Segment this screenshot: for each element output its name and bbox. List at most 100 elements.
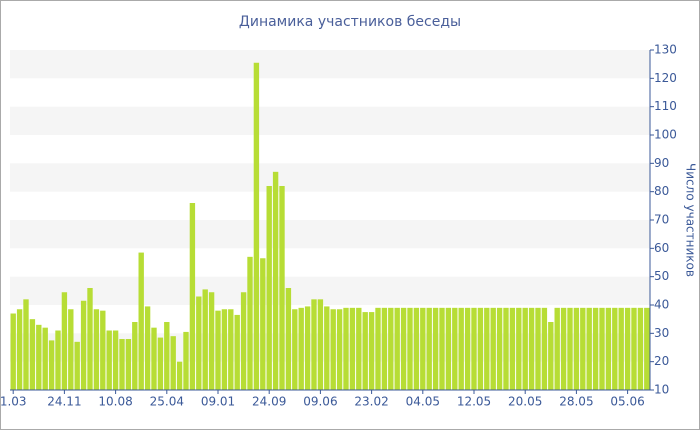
bar: [516, 307, 522, 390]
y-tick-label: 120: [654, 71, 677, 85]
bar: [29, 319, 36, 390]
bar: [400, 307, 407, 390]
bar: [599, 307, 605, 390]
bar: [176, 361, 183, 390]
bar: [528, 307, 535, 390]
y-tick-label: 130: [654, 43, 677, 57]
bar: [16, 309, 23, 390]
bar: [298, 307, 304, 390]
bar: [336, 309, 343, 390]
y-tick-label: 80: [654, 184, 669, 198]
bar: [509, 307, 516, 390]
bar: [612, 307, 618, 390]
bar: [560, 307, 567, 390]
bar: [586, 307, 592, 390]
bar: [573, 307, 580, 390]
x-tick-label: 25.04: [150, 395, 184, 409]
bar: [208, 292, 215, 390]
bar: [119, 339, 125, 390]
bar: [490, 307, 496, 390]
bar: [55, 330, 61, 390]
bar: [292, 309, 298, 390]
bar: [388, 307, 394, 390]
bar: [93, 309, 100, 390]
bar: [592, 307, 599, 390]
x-tick-label: 12.05: [457, 395, 491, 409]
bar: [260, 258, 266, 390]
y-tick-label: 70: [654, 213, 669, 227]
bar: [445, 307, 452, 390]
x-tick-label: 23.02: [354, 395, 388, 409]
bar: [170, 336, 176, 390]
bar: [420, 307, 426, 390]
bar: [362, 312, 368, 390]
bar: [23, 299, 29, 390]
grid-band: [10, 220, 650, 249]
bar: [189, 203, 196, 390]
y-tick-label: 60: [654, 241, 669, 255]
bar: [381, 307, 388, 390]
bar: [413, 307, 420, 390]
x-tick-label: 20.05: [508, 395, 542, 409]
bar: [68, 309, 74, 390]
bar: [151, 327, 157, 390]
bar: [253, 62, 260, 390]
y-tick-label: 20: [654, 354, 669, 368]
bar: [10, 313, 16, 390]
bar: [87, 288, 93, 390]
y-tick-label: 110: [654, 99, 677, 113]
x-tick-label: 09.01: [201, 395, 235, 409]
bar: [368, 312, 375, 390]
bar: [484, 307, 490, 390]
bar: [535, 307, 541, 390]
grid-band: [10, 276, 650, 305]
bar: [471, 307, 477, 390]
bar: [349, 307, 356, 390]
bar: [36, 324, 42, 390]
bar: [132, 322, 138, 390]
y-axis-title: Число участников: [684, 163, 698, 277]
bar: [554, 307, 560, 390]
bar: [464, 307, 471, 390]
x-tick-label: 10.08: [98, 395, 132, 409]
bar: [324, 306, 330, 390]
x-tick-label: 1.03: [0, 395, 27, 409]
bar: [330, 309, 336, 390]
bar: [157, 337, 164, 390]
bar: [240, 292, 247, 390]
x-tick-label: 09.06: [303, 395, 337, 409]
x-tick-label: 28.05: [559, 395, 593, 409]
bar: [503, 307, 509, 390]
chart-title: Динамика участников беседы: [239, 14, 461, 30]
bar: [496, 307, 503, 390]
bar: [144, 306, 151, 390]
bar: [317, 299, 324, 390]
bar: [234, 314, 240, 390]
bar: [164, 322, 170, 390]
bar: [458, 307, 464, 390]
bar: [266, 186, 272, 390]
bar: [196, 296, 202, 390]
bar: [580, 307, 586, 390]
grid-band: [10, 333, 650, 362]
bar: [106, 330, 112, 390]
x-tick-label: 04.05: [406, 395, 440, 409]
bar: [637, 307, 644, 390]
y-tick-label: 30: [654, 326, 669, 340]
grid-band: [10, 106, 650, 135]
bar: [541, 307, 548, 390]
y-tick-label: 40: [654, 298, 669, 312]
bar: [311, 299, 317, 390]
y-tick-label: 90: [654, 156, 669, 170]
bar: [285, 288, 292, 390]
grid-band: [10, 50, 650, 79]
x-tick-label: 05.06: [610, 395, 644, 409]
bar: [228, 309, 234, 390]
bar: [80, 300, 87, 390]
bar: [644, 307, 650, 390]
bar: [631, 307, 637, 390]
bar: [426, 307, 432, 390]
bar: [407, 307, 413, 390]
bar: [247, 256, 253, 390]
